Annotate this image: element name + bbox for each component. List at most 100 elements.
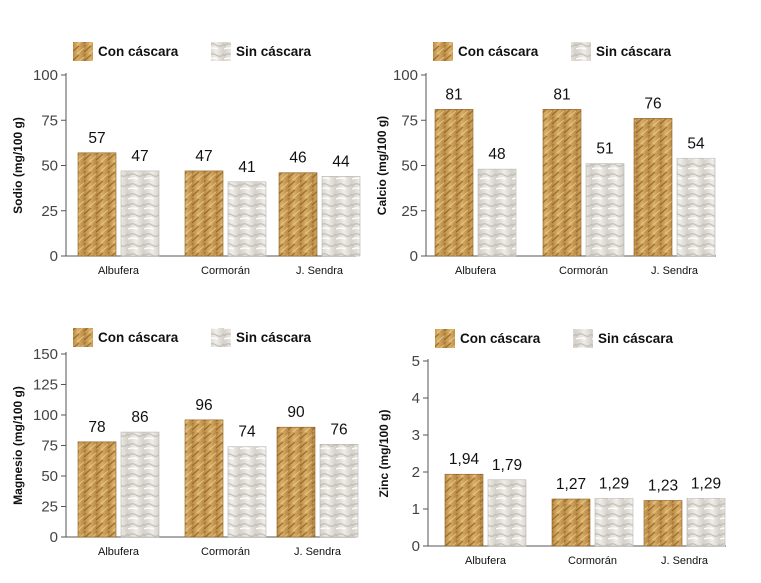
y-tick-label: 75 bbox=[41, 112, 58, 129]
data-label: 47 bbox=[195, 148, 212, 165]
y-tick-label: 75 bbox=[401, 112, 418, 129]
y-tick-label: 5 bbox=[412, 353, 420, 370]
bar-con-cascara-3 bbox=[633, 118, 673, 257]
chart-4: Con cáscara Sin cáscara Zinc (mg/100 g) 0 1 2… bbox=[377, 329, 726, 567]
bar-con-cascara-3 bbox=[643, 500, 683, 547]
legend: Con cáscara Sin cáscara bbox=[73, 42, 312, 61]
bar-sin-cascara-2 bbox=[585, 163, 625, 257]
x-tick-label: Cormorán bbox=[568, 555, 617, 567]
data-label: 1,29 bbox=[691, 475, 721, 492]
y-tick-label: 100 bbox=[393, 67, 418, 84]
legend-swatch-con-cascara bbox=[435, 329, 455, 348]
bar-con-cascara-1 bbox=[434, 109, 474, 257]
x-tick-label: J. Sendra bbox=[651, 265, 699, 277]
bar-sin-cascara-3 bbox=[676, 157, 716, 257]
legend-swatch-sin-cascara bbox=[571, 42, 591, 61]
y-tick-label: 125 bbox=[33, 377, 58, 394]
bar-con-cascara-3 bbox=[278, 172, 318, 257]
legend: Con cáscara Sin cáscara bbox=[433, 42, 672, 61]
legend-swatch-con-cascara bbox=[73, 328, 93, 347]
data-label: 54 bbox=[687, 135, 705, 152]
legend-label: Con cáscara bbox=[98, 330, 179, 345]
data-label: 1,79 bbox=[492, 457, 522, 474]
y-tick-label: 25 bbox=[41, 203, 58, 220]
bar-sin-cascara-2 bbox=[594, 497, 634, 547]
data-label: 76 bbox=[330, 421, 347, 438]
legend-swatch-sin-cascara bbox=[573, 329, 593, 348]
y-tick-label: 100 bbox=[33, 67, 58, 84]
bar-con-cascara-1 bbox=[77, 441, 117, 538]
x-tick-label: J. Sendra bbox=[294, 546, 342, 558]
bar-con-cascara-2 bbox=[542, 109, 582, 257]
data-label: 41 bbox=[238, 159, 255, 176]
data-label: 1,94 bbox=[449, 451, 480, 468]
y-tick-label: 3 bbox=[412, 427, 420, 444]
data-label: 48 bbox=[488, 146, 505, 163]
data-label: 74 bbox=[238, 424, 256, 441]
y-axis-label: Sodio (mg/100 g) bbox=[11, 117, 25, 214]
x-tick-label: Albufera bbox=[98, 546, 140, 558]
data-label: 1,29 bbox=[599, 475, 629, 492]
data-label: 78 bbox=[88, 419, 105, 436]
y-tick-label: 0 bbox=[50, 248, 58, 265]
data-label: 51 bbox=[596, 141, 613, 158]
bar-con-cascara-1 bbox=[444, 473, 484, 547]
bar-sin-cascara-2 bbox=[227, 446, 267, 538]
y-tick-label: 1 bbox=[412, 501, 420, 518]
data-label: 44 bbox=[332, 153, 350, 170]
y-tick-label: 0 bbox=[410, 248, 418, 265]
x-tick-label: J. Sendra bbox=[661, 555, 709, 567]
data-label: 90 bbox=[287, 404, 305, 421]
legend-swatch-con-cascara bbox=[433, 42, 453, 61]
data-label: 81 bbox=[445, 86, 462, 103]
bar-sin-cascara-1 bbox=[477, 168, 517, 257]
x-tick-label: J. Sendra bbox=[296, 265, 344, 277]
bar-sin-cascara-3 bbox=[321, 176, 361, 257]
bar-sin-cascara-1 bbox=[120, 170, 160, 257]
legend-label: Con cáscara bbox=[458, 44, 539, 59]
legend-label: Sin cáscara bbox=[598, 331, 674, 346]
data-label: 1,27 bbox=[556, 476, 586, 493]
legend-label: Sin cáscara bbox=[596, 44, 672, 59]
y-axis-label: Zinc (mg/100 g) bbox=[377, 409, 391, 497]
bar-con-cascara-1 bbox=[77, 152, 117, 257]
bar-sin-cascara-3 bbox=[686, 497, 726, 547]
data-label: 76 bbox=[644, 95, 661, 112]
y-tick-label: 100 bbox=[33, 407, 58, 424]
bar-con-cascara-2 bbox=[184, 419, 224, 538]
legend-swatch-sin-cascara bbox=[211, 328, 231, 347]
bar-sin-cascara-3 bbox=[319, 443, 359, 538]
legend-label: Sin cáscara bbox=[236, 330, 312, 345]
y-tick-label: 0 bbox=[50, 529, 58, 546]
chart-3: Con cáscara Sin cáscara Magnesio (mg/100 g… bbox=[11, 328, 359, 558]
legend: Con cáscara Sin cáscara bbox=[435, 329, 674, 348]
y-tick-label: 0 bbox=[412, 538, 420, 555]
legend-label: Sin cáscara bbox=[236, 44, 312, 59]
bar-con-cascara-2 bbox=[184, 170, 224, 257]
legend-swatch-con-cascara bbox=[73, 42, 93, 61]
y-tick-label: 25 bbox=[41, 499, 58, 516]
y-tick-label: 25 bbox=[401, 203, 418, 220]
data-label: 47 bbox=[131, 148, 148, 165]
bar-con-cascara-2 bbox=[551, 498, 591, 547]
x-tick-label: Cormorán bbox=[201, 546, 250, 558]
y-tick-label: 2 bbox=[412, 464, 420, 481]
bar-sin-cascara-1 bbox=[487, 479, 527, 547]
bar-sin-cascara-2 bbox=[227, 181, 267, 257]
x-tick-label: Albufera bbox=[455, 265, 497, 277]
data-label: 81 bbox=[553, 86, 570, 103]
data-label: 86 bbox=[131, 409, 148, 426]
y-tick-label: 150 bbox=[33, 346, 58, 363]
x-tick-label: Albufera bbox=[98, 265, 140, 277]
data-label: 1,23 bbox=[648, 477, 678, 494]
y-axis-label: Calcio (mg/100 g) bbox=[375, 116, 389, 215]
legend-label: Con cáscara bbox=[460, 331, 541, 346]
bar-con-cascara-3 bbox=[276, 426, 316, 538]
legend: Con cáscara Sin cáscara bbox=[73, 328, 312, 347]
x-tick-label: Cormorán bbox=[559, 265, 608, 277]
data-label: 46 bbox=[289, 150, 306, 167]
y-axis-label: Magnesio (mg/100 g) bbox=[11, 386, 25, 505]
chart-1: Con cáscara Sin cáscara Sodio (mg/100 g) 0 2… bbox=[11, 42, 361, 277]
chart-2: Con cáscara Sin cáscara Calcio (mg/100 g) 0… bbox=[375, 42, 716, 277]
y-tick-label: 50 bbox=[41, 468, 58, 485]
